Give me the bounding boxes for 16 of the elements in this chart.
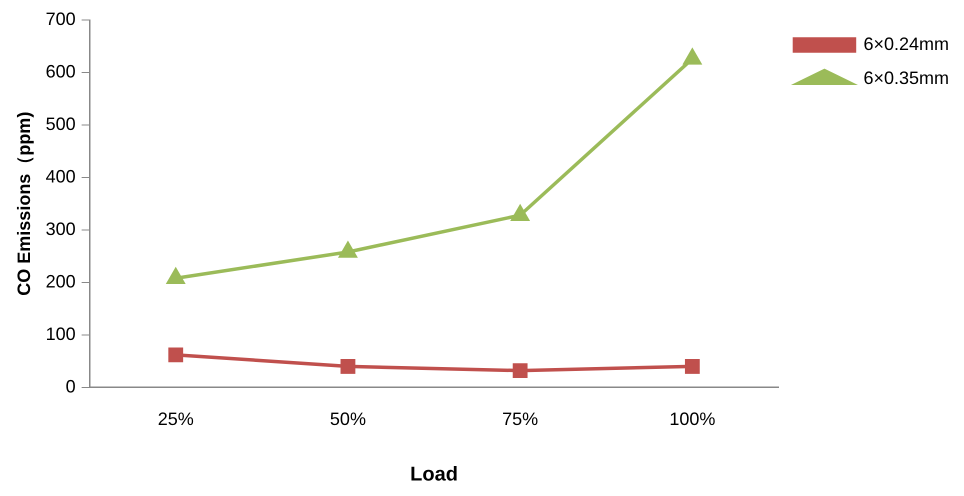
y-tick-label: 500 [46, 114, 76, 134]
y-tick-label: 700 [46, 8, 76, 29]
x-tick-label: 100% [669, 409, 716, 430]
x-tick-label: 75% [502, 409, 538, 430]
legend-label: 6×0.35mm [863, 68, 950, 88]
legend-label: 6×0.24mm [863, 34, 950, 54]
y-tick-label: 400 [46, 166, 76, 186]
x-tick-label: 25% [158, 409, 194, 430]
y-axis-title: CO Emissions（ppm) [14, 112, 34, 296]
y-tick-label: 0 [66, 376, 76, 396]
y-tick-label: 200 [46, 271, 76, 292]
x-tick-label: 50% [330, 409, 366, 430]
y-tick-label: 100 [46, 324, 76, 344]
y-tick-label: 300 [46, 218, 76, 239]
y-tick-label: 600 [46, 61, 76, 82]
x-axis-title: Load [410, 464, 458, 486]
